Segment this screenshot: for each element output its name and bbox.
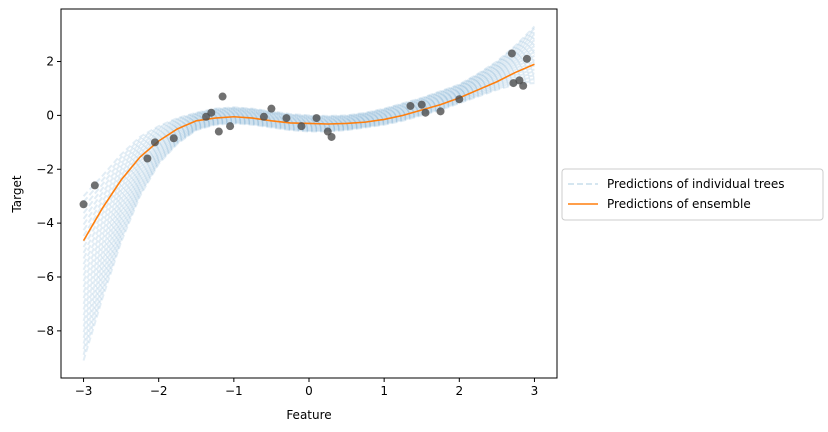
data-point [507,49,516,58]
legend-ensemble-label: Predictions of ensemble [607,197,751,211]
data-point [143,154,152,163]
tree-prediction-line [82,27,536,203]
data-point [421,108,430,117]
x-tick-label: 3 [531,384,539,398]
tree-prediction-line [82,54,535,282]
tree-prediction-line [82,25,536,197]
training-points-layer [79,49,531,209]
tree-prediction-line [82,41,536,243]
data-point [169,134,178,143]
data-point [226,122,235,131]
data-point [207,108,216,117]
data-point [327,132,336,141]
x-tick-label: −3 [75,384,93,398]
tree-prediction-line [82,37,536,231]
data-point [90,181,99,190]
tree-prediction-line [82,31,536,214]
data-point [214,127,223,136]
tree-prediction-line [82,56,535,288]
tree-prediction-line [82,45,536,254]
tree-prediction-line [82,43,536,248]
data-point [79,200,88,209]
data-point [455,95,464,104]
tree-prediction-line [82,62,535,305]
x-tick-label: 1 [380,384,388,398]
x-tick-label: −1 [225,384,243,398]
x-axis-ticks: −3 −2 −1 0 1 2 3 [75,378,539,398]
data-point [406,101,415,110]
tree-prediction-line [82,78,535,350]
legend: Predictions of individual trees Predicti… [561,168,824,221]
y-tick-label: −8 [36,324,54,338]
data-point [522,54,531,63]
tree-prediction-line [82,39,536,237]
tree-prediction-line [82,29,536,209]
data-point [297,122,306,131]
data-point [259,112,268,121]
data-point [509,79,518,88]
y-axis-label: Target [10,175,24,213]
legend-trees-label: Predictions of individual trees [607,177,785,191]
data-point [267,104,276,113]
tree-prediction-line [82,82,535,361]
x-tick-label: 0 [305,384,313,398]
y-tick-label: 0 [46,108,54,122]
y-tick-label: −2 [36,162,54,176]
legend-box [561,168,824,221]
tree-prediction-line [82,35,536,226]
x-axis-label: Feature [286,408,331,422]
data-point [436,107,445,116]
y-axis-ticks: −8 −6 −4 −2 0 2 [36,55,61,338]
data-point [417,100,426,109]
y-tick-label: −4 [36,216,54,230]
data-point [519,81,528,90]
data-point [312,114,321,123]
y-tick-label: 2 [46,55,54,69]
x-tick-label: 2 [455,384,463,398]
tree-prediction-line [82,33,536,220]
data-point [150,138,159,147]
x-tick-label: −2 [150,384,168,398]
data-point [282,114,291,123]
y-tick-label: −6 [36,270,54,284]
data-point [218,92,227,101]
